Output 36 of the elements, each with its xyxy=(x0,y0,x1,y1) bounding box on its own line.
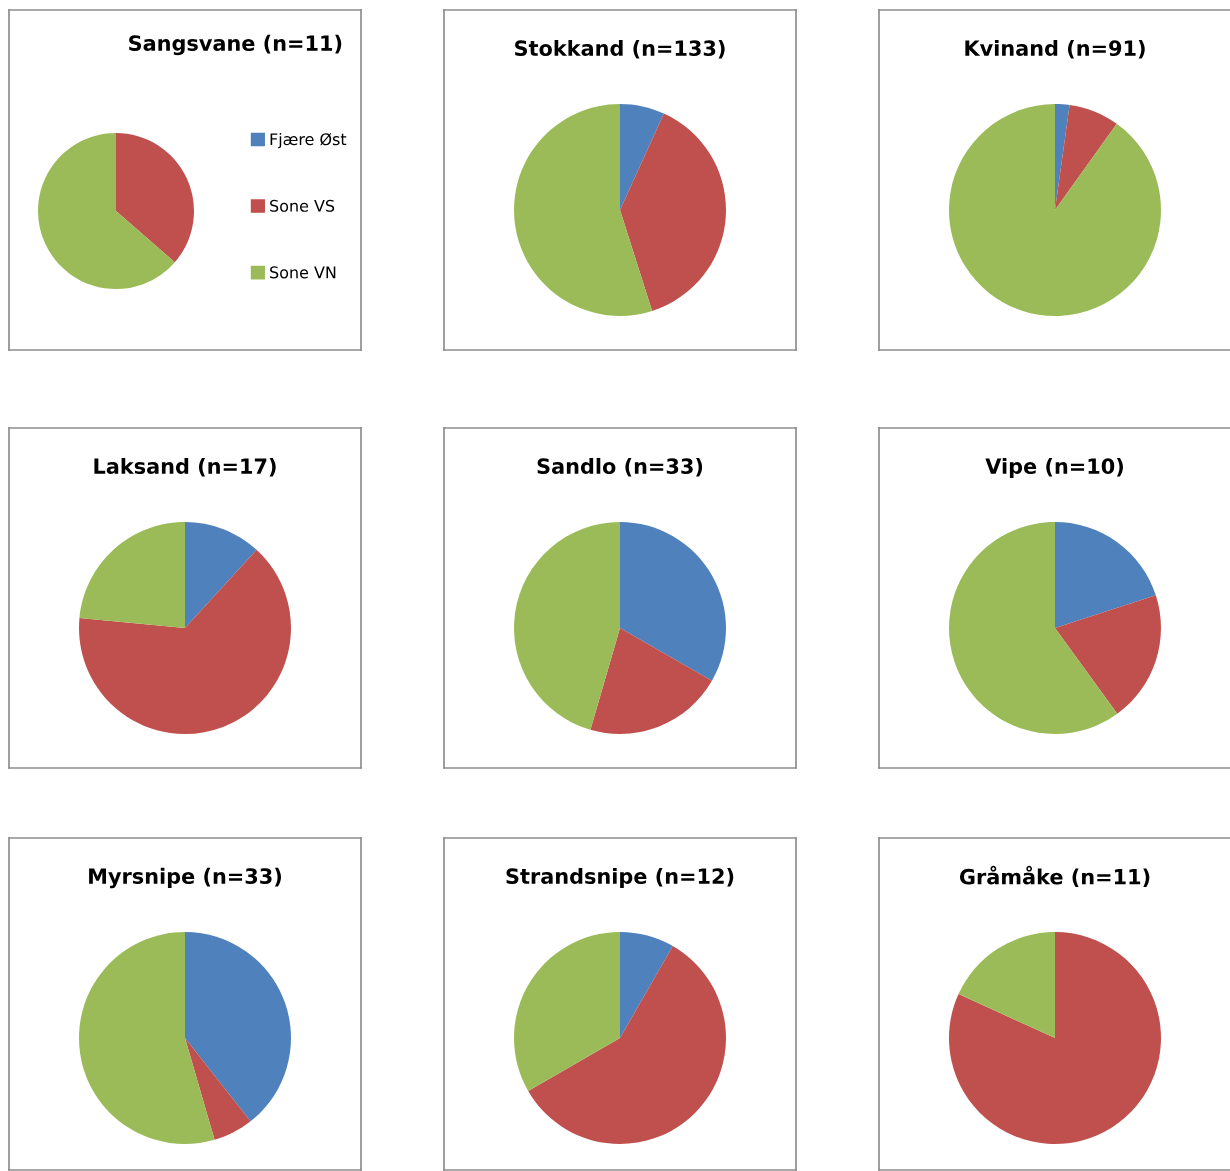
pie-slice xyxy=(590,628,712,734)
chart-title: Sangsvane (n=11) xyxy=(129,34,342,56)
pie-slice xyxy=(38,133,175,289)
pie-slice xyxy=(958,932,1055,1038)
chart-title: Stokkand (n=133) xyxy=(515,39,725,59)
chart-title: Myrsnipe (n=33) xyxy=(89,867,281,889)
legend-label: Sone VS xyxy=(270,199,335,212)
chart-title: Sandlo (n=33) xyxy=(537,457,703,477)
chart-title: Kvinand (n=91) xyxy=(965,39,1145,59)
chart-title: Strandsnipe (n=12) xyxy=(506,867,734,889)
pie-slice xyxy=(620,113,726,312)
pie-slice xyxy=(949,522,1118,734)
pie-slice xyxy=(79,522,185,628)
pie-slice xyxy=(116,133,194,263)
pie-slice xyxy=(79,549,291,734)
pie-slice xyxy=(514,522,620,730)
pie-slice xyxy=(185,522,257,628)
legend-label: Sone VN xyxy=(270,266,336,279)
pie-slice xyxy=(528,946,726,1144)
pie-slice xyxy=(620,932,673,1038)
pie-slice xyxy=(1055,105,1117,210)
chart-title: Laksand (n=17) xyxy=(94,457,276,477)
pie-slice xyxy=(514,932,620,1091)
pie-slice xyxy=(79,932,215,1144)
pie-slice xyxy=(185,932,291,1122)
pie-slice xyxy=(514,104,653,316)
pie-slice xyxy=(949,104,1161,316)
pie-slice xyxy=(620,522,726,681)
legend-label: Fjære Øst xyxy=(270,132,347,149)
pie-slice xyxy=(185,1038,251,1140)
pie-slice xyxy=(1055,595,1161,714)
pie-slice xyxy=(1055,522,1156,628)
pie-slice xyxy=(620,104,664,210)
pie-slice xyxy=(949,932,1161,1144)
chart-title: Gråmåke (n=11) xyxy=(959,865,1150,888)
chart-title: Vipe (n=10) xyxy=(985,457,1123,479)
